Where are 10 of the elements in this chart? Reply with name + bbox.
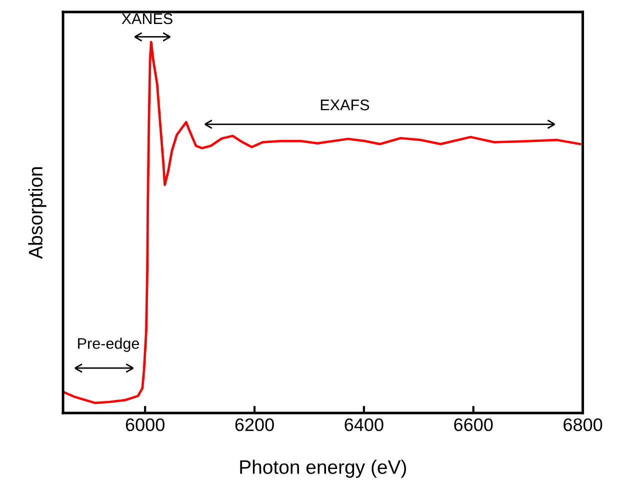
x-tick-label: 6200 [235,418,274,432]
x-axis-title: Photon energy (eV) [240,460,406,478]
y-axis-title: Absorption [28,167,46,259]
x-tick-label: 6400 [344,418,384,432]
text: XANES [122,13,172,24]
x-tick-label: 6800 [564,418,602,432]
annotation: EXAFS [320,100,370,110]
annotation: Pre-edge [78,338,139,352]
x-tick-label: 6000 [126,418,164,432]
x-tick-label: 6600 [454,418,493,432]
